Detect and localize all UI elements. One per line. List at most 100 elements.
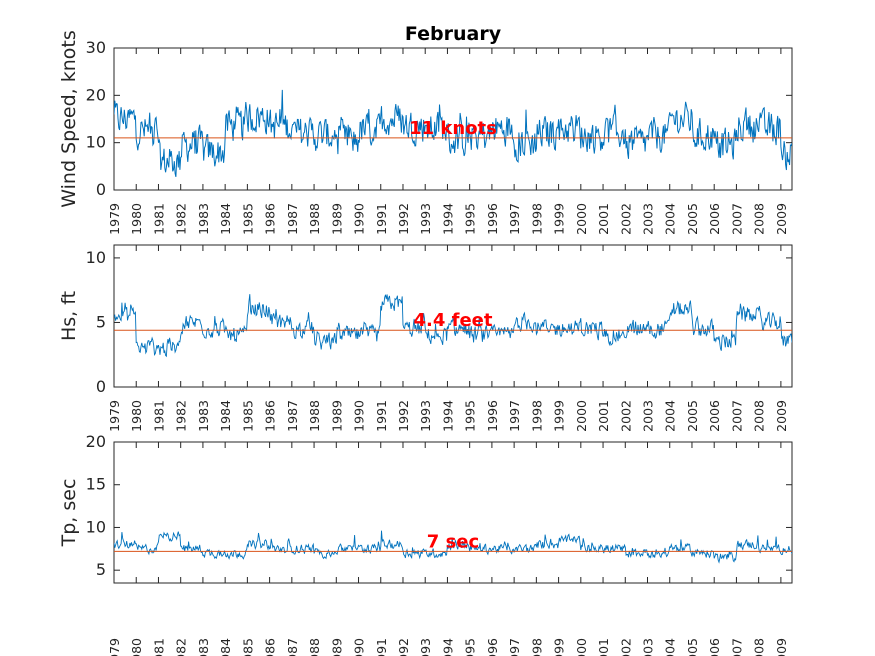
plot-area	[113, 244, 793, 388]
x-tick-label: 1994	[440, 638, 455, 656]
x-tick-label: 1996	[485, 203, 500, 235]
x-tick-label: 2009	[774, 638, 789, 656]
x-tick-label: 1996	[485, 400, 500, 432]
x-tick-label: 1981	[151, 638, 166, 656]
x-tick-label: 1983	[196, 400, 211, 432]
y-tick-label: 5	[96, 312, 106, 331]
x-tick-label: 1997	[507, 400, 522, 432]
x-tick-label: 1979	[107, 400, 122, 432]
x-tick-label: 1990	[352, 203, 367, 235]
x-tick-label: 1979	[107, 638, 122, 656]
x-tick-label: 1989	[329, 400, 344, 432]
x-tick-label: 2003	[641, 203, 656, 235]
x-tick-label: 1988	[307, 638, 322, 656]
x-tick-label: 1993	[418, 203, 433, 235]
x-tick-label: 2009	[774, 203, 789, 235]
x-tick-label: 2008	[752, 203, 767, 235]
x-tick-label: 1994	[440, 203, 455, 235]
x-tick-label: 1987	[285, 638, 300, 656]
data-series-line	[114, 530, 792, 564]
x-tick-label: 2002	[618, 638, 633, 656]
x-tick-label: 1988	[307, 203, 322, 235]
x-tick-label: 1999	[552, 203, 567, 235]
y-tick-label: 20	[86, 85, 106, 104]
x-tick-label: 1991	[374, 203, 389, 235]
x-tick-label: 2008	[752, 638, 767, 656]
x-tick-label: 2007	[729, 203, 744, 235]
x-tick-label: 1994	[440, 400, 455, 432]
x-tick-label: 2004	[663, 400, 678, 432]
panel-2: 0 5 10 1979 1980 1981 1982 1983 1984 1985 1986 1987…	[58, 244, 793, 432]
y-tick-label: 20	[86, 432, 106, 451]
mean-label: 4.4 feet	[413, 310, 492, 331]
y-tick-label: 0	[96, 180, 106, 199]
x-tick-label: 2005	[685, 638, 700, 656]
x-tick-label: 2006	[707, 638, 722, 656]
x-tick-label: 1987	[285, 203, 300, 235]
x-tick-label: 1983	[196, 638, 211, 656]
y-tick-label: 10	[86, 133, 106, 152]
x-tick-label: 1991	[374, 638, 389, 656]
x-tick-label: 1998	[529, 203, 544, 235]
x-tick-label: 2008	[752, 400, 767, 432]
x-tick-label: 2001	[596, 638, 611, 656]
x-tick-label: 1986	[263, 638, 278, 656]
x-tick-label: 1982	[174, 638, 189, 656]
plot-area	[113, 441, 793, 584]
x-tick-label: 1987	[285, 400, 300, 432]
x-tick-label: 1995	[463, 203, 478, 235]
x-tick-label: 2003	[641, 638, 656, 656]
x-tick-label: 2003	[641, 400, 656, 432]
x-tick-label: 2007	[729, 400, 744, 432]
y-axis-label: Tp, sec	[58, 479, 80, 548]
panel-3: 5 10 15 20 1979 1980 1981 1982 1983 1984 1985 1986 1…	[58, 432, 793, 656]
x-tick-label: 1982	[174, 203, 189, 235]
x-tick-label: 2001	[596, 400, 611, 432]
y-tick-label: 10	[86, 248, 106, 267]
x-tick-label: 1996	[485, 638, 500, 656]
x-tick-label: 1989	[329, 203, 344, 235]
x-tick-label: 1985	[240, 203, 255, 235]
x-tick-label: 1986	[263, 203, 278, 235]
x-tick-label: 2007	[729, 638, 744, 656]
y-axis-label: Wind Speed, knots	[58, 30, 80, 207]
x-tick-label: 1991	[374, 400, 389, 432]
x-tick-label: 2000	[574, 638, 589, 656]
x-tick-label: 1981	[151, 400, 166, 432]
x-tick-label: 2000	[574, 203, 589, 235]
x-tick-label: 1979	[107, 203, 122, 235]
x-tick-label: 1997	[507, 203, 522, 235]
x-tick-label: 2009	[774, 400, 789, 432]
x-tick-label: 1982	[174, 400, 189, 432]
x-tick-label: 1990	[352, 400, 367, 432]
x-tick-label: 1980	[129, 400, 144, 432]
x-tick-label: 1983	[196, 203, 211, 235]
x-tick-label: 1995	[463, 638, 478, 656]
x-tick-label: 1986	[263, 400, 278, 432]
y-tick-label: 30	[86, 38, 106, 57]
x-tick-label: 1992	[396, 400, 411, 432]
x-tick-label: 1990	[352, 638, 367, 656]
x-tick-label: 2004	[663, 638, 678, 656]
data-series-line	[114, 89, 792, 178]
x-tick-label: 1981	[151, 203, 166, 235]
x-tick-label: 2002	[618, 400, 633, 432]
x-tick-label: 2005	[685, 203, 700, 235]
y-tick-label: 5	[96, 560, 106, 579]
y-axis-label: Hs, ft	[58, 291, 80, 341]
mean-label: 11 knots	[409, 118, 497, 139]
x-tick-label: 1992	[396, 203, 411, 235]
x-tick-label: 1993	[418, 638, 433, 656]
x-tick-label: 1998	[529, 400, 544, 432]
x-tick-label: 1999	[552, 638, 567, 656]
x-tick-label: 1992	[396, 638, 411, 656]
x-tick-label: 2006	[707, 400, 722, 432]
x-tick-label: 2002	[618, 203, 633, 235]
x-tick-label: 2000	[574, 400, 589, 432]
x-tick-label: 1989	[329, 638, 344, 656]
x-tick-label: 1984	[218, 400, 233, 432]
y-tick-label: 0	[96, 377, 106, 396]
y-tick-label: 10	[86, 517, 106, 536]
panel-1: 0 10 20 30 1979 1980 1981 1982 1983 1984 1985 1986 1…	[58, 30, 793, 235]
